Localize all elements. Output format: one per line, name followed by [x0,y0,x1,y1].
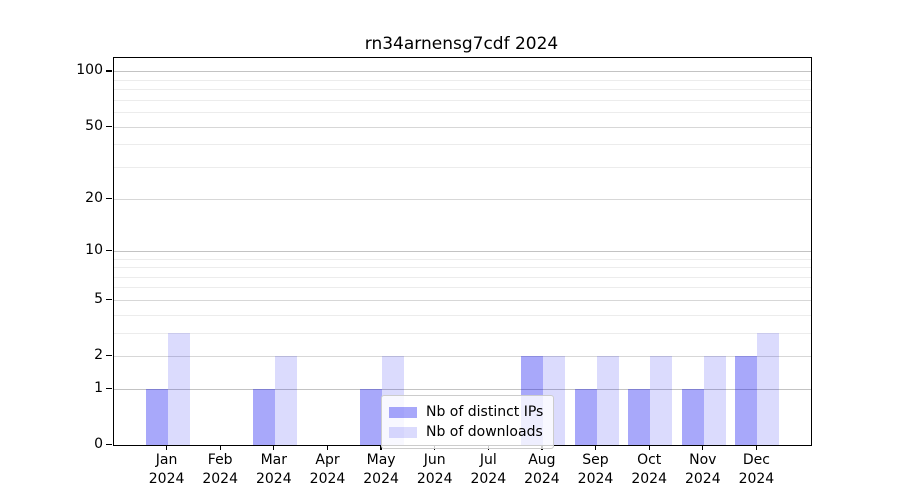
gridline-6 [114,287,811,289]
legend-label-downloads: Nb of downloads [426,424,543,440]
gridline-5 [114,299,811,301]
x-tick-mark-mar [273,445,275,450]
x-tick-mark-dec [755,445,757,450]
x-tick-label-mar: Mar 2024 [255,452,292,487]
gridline-8 [114,267,811,269]
y-tick-mark-20 [106,197,112,199]
bar-downloads-mar [274,356,297,445]
y-tick-mark-2 [106,355,112,357]
bar-distinct-ips-jan [145,388,168,445]
x-tick-label-aug: Aug 2024 [524,452,560,487]
y-tick-mark-0 [106,444,112,446]
y-tick-label-20: 20 [85,189,103,206]
gridline-4 [114,314,811,316]
legend-item-distinct-ips: Nb of distinct IPs [389,402,543,422]
gridline-3 [114,332,811,334]
y-tick-label-2: 2 [94,347,103,363]
y-tick-mark-5 [106,298,112,301]
gridline-30 [114,166,811,168]
y-tick-mark-10 [106,249,112,252]
gridline-50 [114,126,811,128]
x-tick-mark-sep [594,445,597,450]
gridline-9 [114,258,811,260]
y-tick-label-5: 5 [94,290,103,307]
x-tick-mark-nov [702,445,704,450]
gridline-90 [114,79,811,81]
x-tick-label-jun: Jun 2024 [416,452,453,487]
x-tick-label-dec: Dec 2024 [738,452,775,487]
gridline-20 [114,198,811,200]
x-tick-label-nov: Nov 2024 [684,452,721,487]
bar-downloads-jan [167,332,190,445]
gridline-100 [114,71,811,73]
gridline-70 [114,99,811,101]
bar-downloads-oct [650,356,673,445]
y-tick-label-50: 50 [85,117,103,134]
legend-swatch-downloads [389,426,417,438]
legend: Nb of distinct IPs Nb of downloads [381,395,555,449]
gridline-60 [114,112,811,114]
legend-label-distinct-ips: Nb of distinct IPs [426,404,544,420]
x-tick-label-jan: Jan 2024 [148,452,185,487]
bar-distinct-ips-mar [252,388,275,445]
y-tick-mark-100 [106,70,112,72]
x-tick-mark-jan [166,445,168,450]
bar-distinct-ips-nov [681,388,704,445]
gridline-2 [114,356,811,357]
gridline-10 [114,250,811,252]
chart-title: rn34arnensg7cdf 2024 [364,34,559,54]
x-tick-label-may: May 2024 [363,452,399,487]
legend-swatch-distinct-ips [389,406,417,418]
x-tick-label-feb: Feb 2024 [202,452,238,487]
y-axis-tick-labels: 0 1 2 5 10 20 50 100 [0,57,103,452]
x-tick-label-apr: Apr 2024 [309,452,346,487]
x-tick-mark-oct [648,445,650,450]
bar-downloads-sep [596,356,619,445]
x-tick-label-oct: Oct 2024 [631,452,667,487]
plot-area: Nb of distinct IPs Nb of downloads [113,57,812,449]
legend-item-downloads: Nb of downloads [389,422,543,442]
gridline-40 [114,144,811,146]
x-tick-mark-apr [326,445,329,450]
y-tick-mark-50 [106,125,112,127]
gridline-7 [114,276,811,278]
gridline-1 [114,388,811,390]
bar-distinct-ips-oct [628,388,651,445]
x-tick-label-jul: Jul 2024 [470,452,507,487]
bar-distinct-ips-may [360,388,383,445]
y-tick-mark-1 [106,387,112,390]
y-tick-label-10: 10 [85,241,103,258]
x-tick-label-sep: Sep 2024 [577,452,614,487]
gridline-80 [114,89,811,91]
y-tick-label-1: 1 [94,379,103,396]
y-tick-label-100: 100 [76,62,103,79]
bar-distinct-ips-sep [574,388,597,445]
bar-downloads-nov [703,356,726,445]
x-tick-mark-feb [219,445,221,450]
bar-downloads-dec [757,332,780,445]
y-tick-label-0: 0 [94,436,103,452]
bar-distinct-ips-dec [735,356,758,445]
